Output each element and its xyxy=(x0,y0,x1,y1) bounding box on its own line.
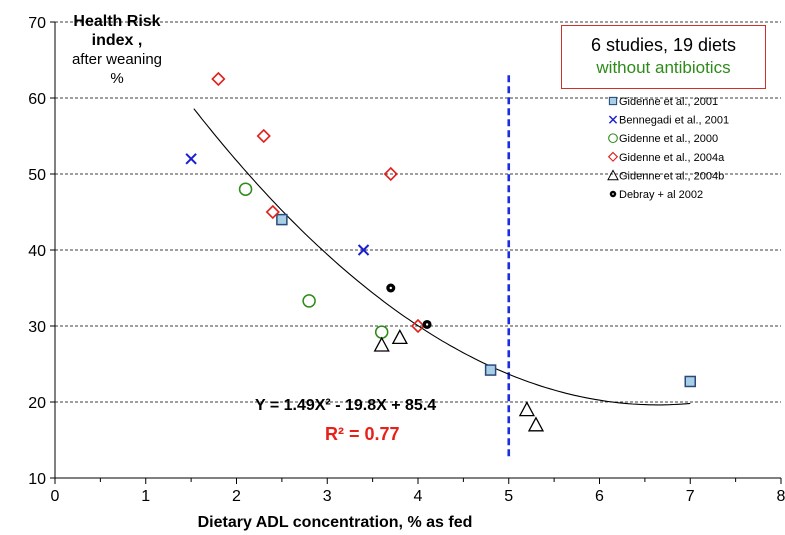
fit-curve xyxy=(193,108,691,406)
point-x xyxy=(185,153,197,165)
x-tick-label: 8 xyxy=(777,488,785,505)
y-tick-label: 40 xyxy=(28,243,46,260)
point-x xyxy=(357,244,370,256)
legend-circle-icon xyxy=(608,133,618,144)
legend-marker xyxy=(608,133,618,144)
point-circle xyxy=(302,294,316,308)
point-x-stroke xyxy=(357,244,370,256)
annotation-antibiotics: without antibiotics xyxy=(596,58,731,77)
point-diamond xyxy=(383,166,398,182)
legend-item: Debray + al 2002 xyxy=(609,189,703,201)
point-x-stroke xyxy=(185,153,197,165)
legend-label: Gidenne et al., 2004b xyxy=(619,170,724,182)
y-tick-label: 20 xyxy=(28,395,46,412)
legend-label: Gidenne et al., 2004a xyxy=(619,152,725,164)
x-tick-label: 0 xyxy=(51,488,60,505)
legend-item: Gidenne et al., 2001 xyxy=(608,96,718,108)
point-diamond xyxy=(410,318,426,334)
legend-marker xyxy=(607,169,619,181)
legend: Gidenne et al., 2001 Bennegadi et al., 20… xyxy=(607,96,729,201)
legend-marker xyxy=(609,190,617,198)
legend-label: Bennegadi et al., 2001 xyxy=(619,115,729,127)
point-diamond xyxy=(265,204,280,220)
y-axis-label-line-1: Health Risk xyxy=(73,13,161,30)
point-square xyxy=(276,213,288,226)
legend-diamond-icon xyxy=(607,151,619,162)
legend-label: Debray + al 2002 xyxy=(619,189,703,201)
point-dot-highlight xyxy=(425,323,429,326)
point-triangle xyxy=(527,416,545,432)
annotation-studies: 6 studies, 19 diets xyxy=(590,35,737,55)
legend-label: Gidenne et al., 2001 xyxy=(619,96,718,108)
legend-x-icon xyxy=(608,115,618,124)
grid-lines xyxy=(55,21,781,403)
point-square xyxy=(684,375,696,388)
y-tick-label: 30 xyxy=(28,319,46,336)
x-tick-label: 3 xyxy=(323,488,332,505)
regression-curve xyxy=(193,108,691,406)
legend-item: Gidenne et al., 2004b xyxy=(607,169,724,182)
point-square xyxy=(484,364,497,376)
legend-marker xyxy=(608,115,618,124)
legend-item: Bennegadi et al., 2001 xyxy=(608,115,729,127)
point-diamond xyxy=(256,128,271,144)
data-points xyxy=(185,71,696,432)
point-triangle xyxy=(391,329,408,345)
point-circle xyxy=(238,182,253,196)
legend-item: Gidenne et al., 2000 xyxy=(608,133,718,145)
y-axis-label-line-2: index , xyxy=(91,32,143,49)
r-squared: R² = 0.77 xyxy=(325,424,400,444)
legend-x-icon-stroke xyxy=(608,115,618,124)
legend-item: Gidenne et al., 2004a xyxy=(607,151,725,164)
point-diamond xyxy=(211,71,226,87)
y-tick-label: 10 xyxy=(28,471,46,488)
x-tick-label: 6 xyxy=(595,488,604,505)
x-tick-label: 5 xyxy=(504,488,513,505)
legend-label: Gidenne et al., 2000 xyxy=(619,133,718,145)
x-tick-label: 7 xyxy=(686,488,695,505)
legend-square-icon xyxy=(608,96,618,106)
y-tick-label: 50 xyxy=(28,167,46,184)
annotation-box: 6 studies, 19 diets without antibiotics xyxy=(561,25,766,89)
point-circle xyxy=(374,325,389,339)
point-dot-highlight xyxy=(389,286,392,290)
y-axis-label-line-3: after weaning xyxy=(71,51,163,68)
point-triangle xyxy=(373,336,390,352)
legend-marker xyxy=(608,96,618,106)
y-axis-label: Health Risk index , after weaning % xyxy=(62,12,172,88)
y-tick-label: 70 xyxy=(28,15,46,32)
axes: 0 1 2 3 4 5 6 7 8 10 20 30 40 50 60 70 xyxy=(28,15,785,505)
y-axis-label-line-4: % xyxy=(110,70,124,87)
legend-marker xyxy=(607,151,619,162)
point-triangle xyxy=(518,401,535,417)
x-tick-label: 4 xyxy=(414,488,423,505)
x-axis-label: Dietary ADL concentration, % as fed xyxy=(198,514,473,531)
legend-triangle-icon xyxy=(607,169,619,181)
y-tick-label: 60 xyxy=(28,91,46,108)
x-tick-label: 1 xyxy=(141,488,150,505)
x-tick-label: 2 xyxy=(232,488,241,505)
regression-equation: Y = 1.49X² - 19.8X + 85.4 xyxy=(255,397,437,414)
legend-dot-icon-highlight xyxy=(612,193,614,195)
